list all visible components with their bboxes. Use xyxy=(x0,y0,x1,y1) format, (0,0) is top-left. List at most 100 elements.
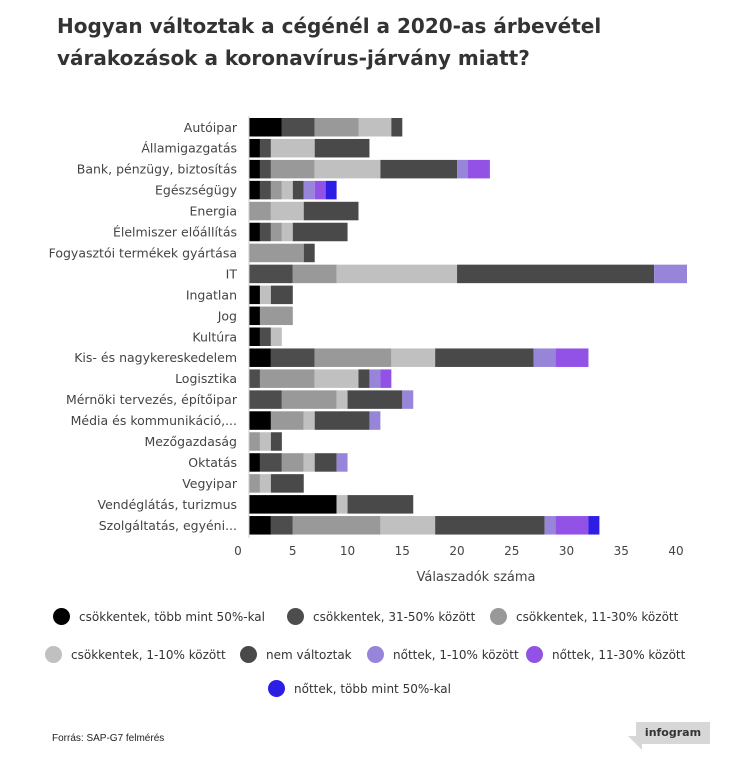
bar-segment xyxy=(336,264,458,284)
x-tick-label: 40 xyxy=(668,544,683,558)
bar-segment xyxy=(325,180,337,200)
legend-swatch xyxy=(287,608,304,625)
source-note: Forrás: SAP-G7 felmérés xyxy=(52,733,165,744)
bar-segment xyxy=(435,516,545,535)
legend-label: csökkentek, 1-10% között xyxy=(71,647,226,662)
bar-segment xyxy=(292,264,337,284)
bar-segment xyxy=(314,369,359,388)
bar-segment xyxy=(369,369,381,388)
category-label: Fogyasztói termékek gyártása xyxy=(49,245,237,260)
bar-segment xyxy=(249,285,260,305)
legend-item[interactable]: nőttek, 1-10% között xyxy=(367,646,519,663)
bar-segment xyxy=(270,516,293,535)
bar-segment xyxy=(259,306,293,326)
legend-label: csökkentek, több mint 50%-kal xyxy=(79,609,265,624)
legend-item[interactable]: nőttek, több mint 50%-kal xyxy=(268,680,451,697)
legend-item[interactable]: csökkentek, 11-30% között xyxy=(490,608,678,625)
bar-segment xyxy=(314,411,370,430)
bar-segment xyxy=(259,159,271,179)
bar-segment xyxy=(270,222,282,242)
bar-segment xyxy=(281,118,315,137)
bar-segment xyxy=(336,453,348,472)
legend-swatch xyxy=(53,608,70,625)
legend-label: nőttek, 1-10% között xyxy=(393,647,519,662)
bar-segment xyxy=(369,411,381,430)
bar-segment xyxy=(270,201,304,221)
bar-segment xyxy=(249,327,260,346)
bar-segment xyxy=(249,432,260,451)
bar-segment xyxy=(270,432,282,451)
category-label: Kis- és nagykereskedelem xyxy=(74,350,237,365)
category-label: Oktatás xyxy=(188,455,237,470)
category-label: Szolgáltatás, egyéni... xyxy=(99,518,237,533)
bar-segment xyxy=(314,453,337,472)
bar-segment xyxy=(303,453,315,472)
bar-segment xyxy=(281,453,304,472)
legend-item[interactable]: csökkentek, több mint 50%-kal xyxy=(53,608,265,625)
category-label: Bank, pénzügy, biztosítás xyxy=(77,162,237,177)
bar-segment xyxy=(270,474,304,493)
category-label: Média és kommunikáció,... xyxy=(71,413,237,428)
chart-title: Hogyan változtak a cégénél a 2020-as árb… xyxy=(57,14,602,70)
bar-segment xyxy=(270,138,315,158)
bar-segment xyxy=(249,222,260,242)
x-tick-label: 20 xyxy=(449,544,464,558)
bar-segment xyxy=(292,516,381,535)
x-tick-label: 5 xyxy=(289,544,297,558)
bar-segment xyxy=(303,180,315,200)
bar-segment xyxy=(314,180,326,200)
bar-segment xyxy=(259,285,271,305)
bar-segment xyxy=(347,390,403,409)
bar-segment xyxy=(270,327,282,346)
bar-segment xyxy=(358,369,370,388)
legend-item[interactable]: nőttek, 11-30% között xyxy=(526,646,685,663)
bar-segment xyxy=(314,138,370,158)
bar-segment xyxy=(358,118,392,137)
bar-segment xyxy=(281,180,293,200)
x-tick-label: 25 xyxy=(504,544,519,558)
bar-segment xyxy=(533,348,556,367)
category-label: Vendéglátás, turizmus xyxy=(97,497,237,512)
bar-segment xyxy=(249,138,260,158)
legend-swatch xyxy=(268,680,285,697)
bar-segment xyxy=(259,327,271,346)
bar-segment xyxy=(588,516,600,535)
category-label: IT xyxy=(226,266,238,281)
bar-segment xyxy=(249,201,271,221)
bar-segment xyxy=(380,159,458,179)
bar-segment xyxy=(249,306,260,326)
category-label: Egészségügy xyxy=(155,183,238,198)
bar-segment xyxy=(249,369,260,388)
bar-segment xyxy=(457,159,468,179)
legend-item[interactable]: nem változtak xyxy=(240,646,352,663)
bar-segment xyxy=(249,411,271,430)
bar-segment xyxy=(391,118,403,137)
legend-item[interactable]: csökkentek, 1-10% között xyxy=(45,646,226,663)
bar-segment xyxy=(249,495,337,514)
bar-segment xyxy=(270,348,315,367)
bar-segment xyxy=(435,348,534,367)
bar-segment xyxy=(249,453,260,472)
bar-segment xyxy=(259,180,271,200)
bar-segment xyxy=(402,390,414,409)
legend-item[interactable]: csökkentek, 31-50% között xyxy=(287,608,475,625)
bar-segment xyxy=(270,285,293,305)
infogram-badge[interactable]: infogram xyxy=(628,722,710,750)
bar-segment xyxy=(303,243,315,263)
category-label: Mérnöki tervezés, építőipar xyxy=(66,392,238,407)
bar-segment xyxy=(654,264,687,284)
bar-segment xyxy=(314,118,359,137)
bar-segment xyxy=(259,222,271,242)
legend-swatch xyxy=(367,646,384,663)
category-label: Államigazgatás xyxy=(141,141,237,156)
category-label: Mezőgazdaság xyxy=(144,434,237,449)
category-label: Kultúra xyxy=(192,329,237,344)
category-label: Logisztika xyxy=(175,371,237,386)
category-label: Jog xyxy=(217,308,237,323)
x-tick-label: 30 xyxy=(559,544,574,558)
legend-swatch xyxy=(240,646,257,663)
category-label: Vegyipar xyxy=(182,476,238,491)
bar-segment xyxy=(555,516,589,535)
category-label: Autóipar xyxy=(184,120,238,135)
bar-segment xyxy=(270,180,282,200)
